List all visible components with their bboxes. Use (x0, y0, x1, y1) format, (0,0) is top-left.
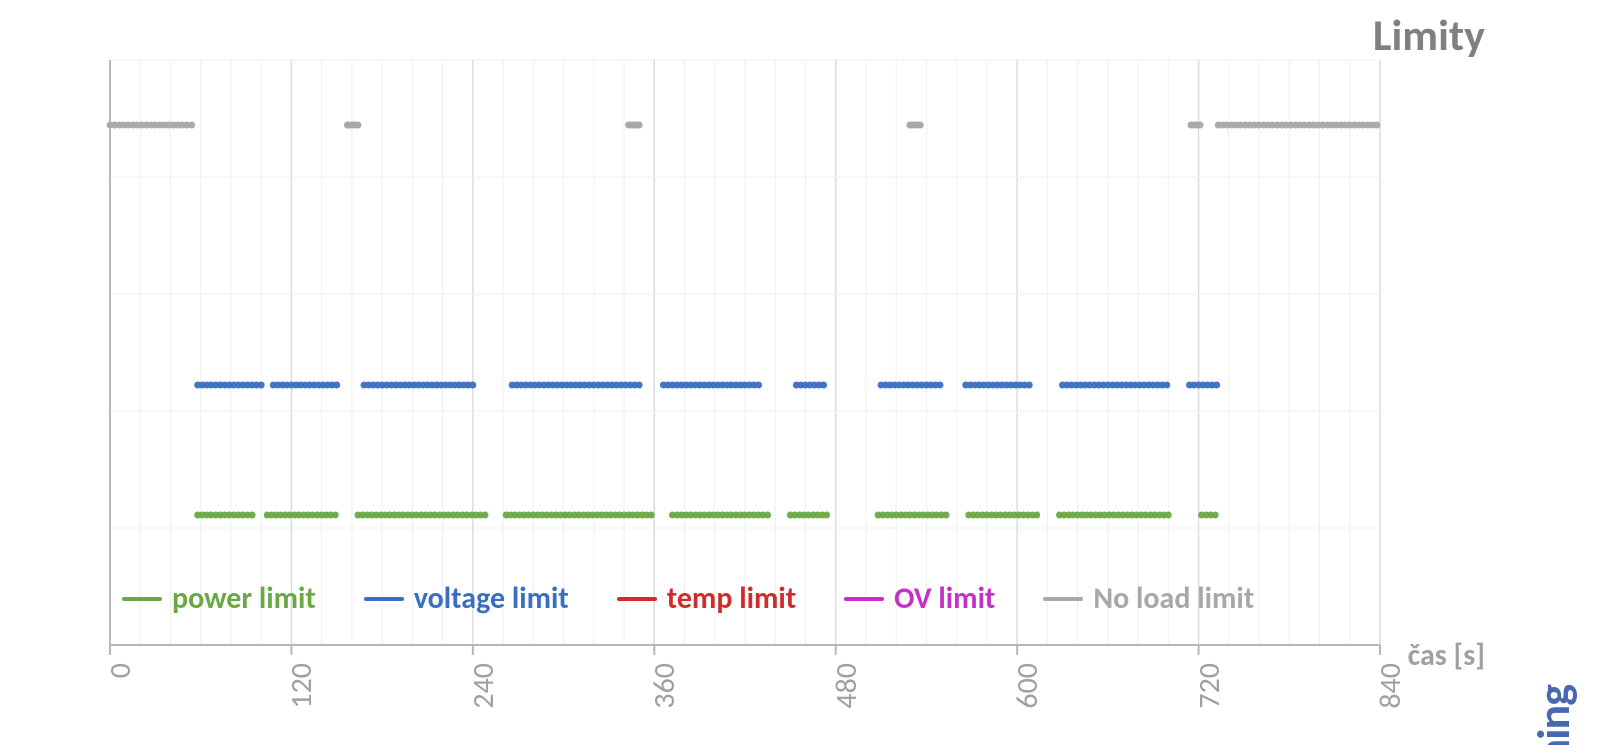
legend-swatch (844, 597, 884, 601)
legend-item-temp: temp limit (617, 580, 796, 617)
legend-item-power: power limit (122, 580, 316, 617)
x-tick-label: 480 (828, 663, 865, 709)
x-tick-label: 240 (465, 663, 502, 709)
legend-item-ov: OV limit (844, 580, 995, 617)
watermark-logo: pctuning (1522, 685, 1582, 745)
x-tick-label: 360 (646, 663, 683, 709)
legend-swatch (122, 597, 162, 601)
watermark-text-tuning: tuning (1526, 685, 1582, 745)
x-tick-label: 120 (283, 663, 320, 709)
x-tick-label: 0 (102, 663, 139, 678)
chart-svg (0, 0, 1600, 745)
legend-item-voltage: voltage limit (364, 580, 569, 617)
x-tick-label: 720 (1191, 663, 1228, 709)
legend-item-noload: No load limit (1043, 580, 1254, 617)
legend-label: power limit (172, 580, 316, 617)
legend-swatch (364, 597, 404, 601)
legend: power limit voltage limit temp limit OV lim… (122, 580, 1254, 617)
legend-label: temp limit (667, 580, 796, 617)
legend-label: No load limit (1093, 580, 1254, 617)
x-axis-label: čas [s] (1408, 637, 1485, 674)
legend-label: voltage limit (414, 580, 569, 617)
legend-swatch (1043, 597, 1083, 601)
legend-swatch (617, 597, 657, 601)
chart-container: Limity čas [s] power limit voltage limit t… (0, 0, 1600, 745)
x-tick-label: 600 (1009, 663, 1046, 709)
chart-title: Limity (1373, 8, 1485, 62)
legend-label: OV limit (894, 580, 995, 617)
x-tick-label: 840 (1372, 663, 1409, 709)
